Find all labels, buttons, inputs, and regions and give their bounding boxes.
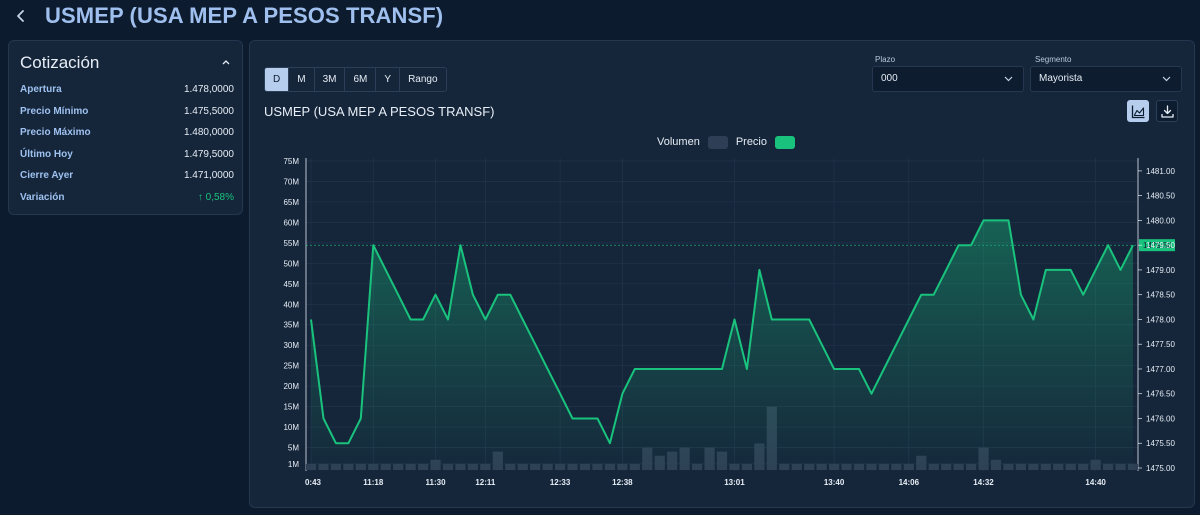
- x-tick-label: 11:30: [426, 478, 447, 487]
- price-line[interactable]: [310, 219, 1134, 445]
- quote-row-label: Apertura: [20, 84, 62, 95]
- area-chart-icon: [1131, 105, 1145, 119]
- quote-row-label: Precio Máximo: [20, 127, 91, 139]
- quote-row: Variación ↑ 0,58%: [20, 190, 234, 208]
- range-button[interactable]: 3M: [314, 68, 346, 91]
- quote-row: Último Hoy 1.479,5000: [20, 147, 234, 165]
- y-right-tick-label: 1479.50: [1146, 241, 1175, 250]
- range-button[interactable]: Rango: [400, 68, 446, 91]
- y-left-tick-label: 20M: [283, 382, 299, 391]
- y-right-tick-label: 1481.00: [1146, 167, 1175, 176]
- quote-row: Precio Mínimo 1.475,5000: [20, 104, 234, 122]
- chevron-down-icon: [1004, 76, 1013, 82]
- quote-row-value: 1.471,0000: [183, 170, 234, 182]
- legend-volume-label: Volumen: [657, 136, 700, 148]
- quote-row: Apertura 1.478,0000: [20, 82, 234, 100]
- y-right-tick-label: 1477.50: [1146, 340, 1175, 349]
- back-button[interactable]: [14, 6, 30, 26]
- y-right-tick-label: 1477.00: [1146, 365, 1175, 374]
- y-right-tick-label: 1475.50: [1146, 439, 1175, 448]
- x-tick-label: 0:43: [305, 478, 322, 487]
- x-tick-label: 14:40: [1085, 478, 1106, 487]
- quote-row-value: ↑ 0,58%: [197, 192, 234, 203]
- y-left-tick-label: 50M: [283, 259, 299, 268]
- quote-card: Cotización Apertura 1.478,0000 Precio Míni…: [8, 40, 243, 215]
- segmento-label: Segmento: [1035, 55, 1072, 64]
- plazo-select[interactable]: 000: [872, 66, 1024, 92]
- quote-row-value: 1.475,5000: [183, 105, 234, 117]
- x-tick-label: 12:38: [612, 478, 633, 487]
- plazo-label: Plazo: [875, 55, 896, 64]
- chart-title: USMEP (USA MEP A PESOS TRANSF): [264, 104, 495, 119]
- quote-card-title: Cotización: [20, 53, 100, 72]
- quote-row-label: Variación: [20, 192, 65, 203]
- chart-card: D M 3M 6M Y Rango Plazo 000 Segmento Mayorist…: [249, 40, 1195, 508]
- download-icon: [1161, 105, 1174, 118]
- x-tick-label: 14:32: [973, 478, 994, 487]
- legend-price-swatch[interactable]: [775, 135, 795, 149]
- chart-type-button[interactable]: [1127, 100, 1149, 122]
- y-left-tick-label: 75M: [283, 157, 299, 166]
- y-left-tick-label: 1M: [288, 460, 299, 469]
- download-button[interactable]: [1156, 100, 1178, 122]
- x-tick-label: 14:06: [899, 478, 920, 487]
- y-left-tick-label: 70M: [283, 177, 299, 186]
- quote-row-value: 1.480,0000: [183, 127, 234, 139]
- range-button[interactable]: 6M: [345, 68, 377, 91]
- y-right-tick-label: 1478.00: [1146, 315, 1175, 324]
- range-button[interactable]: D: [265, 68, 290, 91]
- y-left-tick-label: 55M: [283, 239, 299, 248]
- x-tick-label: 13:40: [824, 478, 845, 487]
- y-left-tick-label: 35M: [283, 321, 299, 330]
- y-right-tick-label: 1475.00: [1146, 464, 1175, 473]
- y-left-tick-label: 15M: [283, 403, 299, 412]
- quote-row-value: 1.479,5000: [183, 148, 234, 160]
- legend-volume-swatch[interactable]: [707, 135, 728, 149]
- y-right-tick-label: 1476.00: [1146, 414, 1175, 423]
- last-price-label: 1479.50: [1143, 241, 1172, 250]
- quote-row: Precio Máximo 1.480,0000: [20, 125, 234, 143]
- quote-row-label: Precio Mínimo: [20, 105, 89, 117]
- plazo-value: 000: [881, 73, 898, 84]
- segmento-select[interactable]: Mayorista: [1030, 66, 1182, 92]
- chevron-down-icon: [1162, 76, 1171, 82]
- quote-row: Cierre Ayer 1.471,0000: [20, 168, 234, 186]
- y-left-tick-label: 45M: [283, 280, 299, 289]
- range-button[interactable]: M: [289, 68, 315, 91]
- y-left-tick-label: 25M: [283, 362, 299, 371]
- last-price-badge: [1139, 239, 1175, 252]
- quote-row-value: 1.478,0000: [183, 84, 234, 95]
- y-left-tick-label: 40M: [283, 300, 299, 309]
- x-tick-label: 12:33: [550, 478, 571, 487]
- legend-price-label: Precio: [735, 136, 767, 148]
- y-left-tick-label: 60M: [283, 218, 299, 227]
- quote-row-label: Último Hoy: [20, 148, 73, 160]
- page-title: USMEP (USA MEP A PESOS TRANSF): [45, 3, 444, 28]
- quote-row-label: Cierre Ayer: [20, 170, 74, 182]
- price-area: [311, 220, 1133, 470]
- chevron-up-icon[interactable]: [220, 57, 232, 67]
- range-button[interactable]: Y: [376, 68, 401, 91]
- y-right-tick-label: 1480.50: [1146, 192, 1175, 201]
- y-right-tick-label: 1476.50: [1146, 390, 1175, 399]
- x-tick-label: 12:11: [475, 478, 496, 487]
- chart-legend: Volumen Precio: [657, 134, 803, 150]
- range-selector: D M 3M 6M Y Rango: [264, 67, 447, 92]
- price-volume-chart[interactable]: 1479.50 1M 5M 10M 15M 20M 25M 30M 35M 40M 45M 50M 55…: [250, 41, 1196, 509]
- y-left-tick-label: 10M: [283, 423, 299, 432]
- x-tick-label: 13:01: [724, 478, 745, 487]
- y-left-tick-label: 5M: [288, 444, 299, 453]
- y-right-tick-label: 1478.50: [1146, 291, 1175, 300]
- chevron-left-icon: [17, 10, 24, 22]
- top-bar: USMEP (USA MEP A PESOS TRANSF): [0, 0, 1200, 34]
- segmento-value: Mayorista: [1039, 73, 1083, 84]
- y-right-tick-label: 1480.00: [1146, 216, 1175, 225]
- y-left-tick-label: 30M: [283, 341, 299, 350]
- x-tick-label: 11:18: [363, 478, 384, 487]
- y-left-tick-label: 65M: [283, 198, 299, 207]
- y-right-tick-label: 1479.00: [1146, 266, 1175, 275]
